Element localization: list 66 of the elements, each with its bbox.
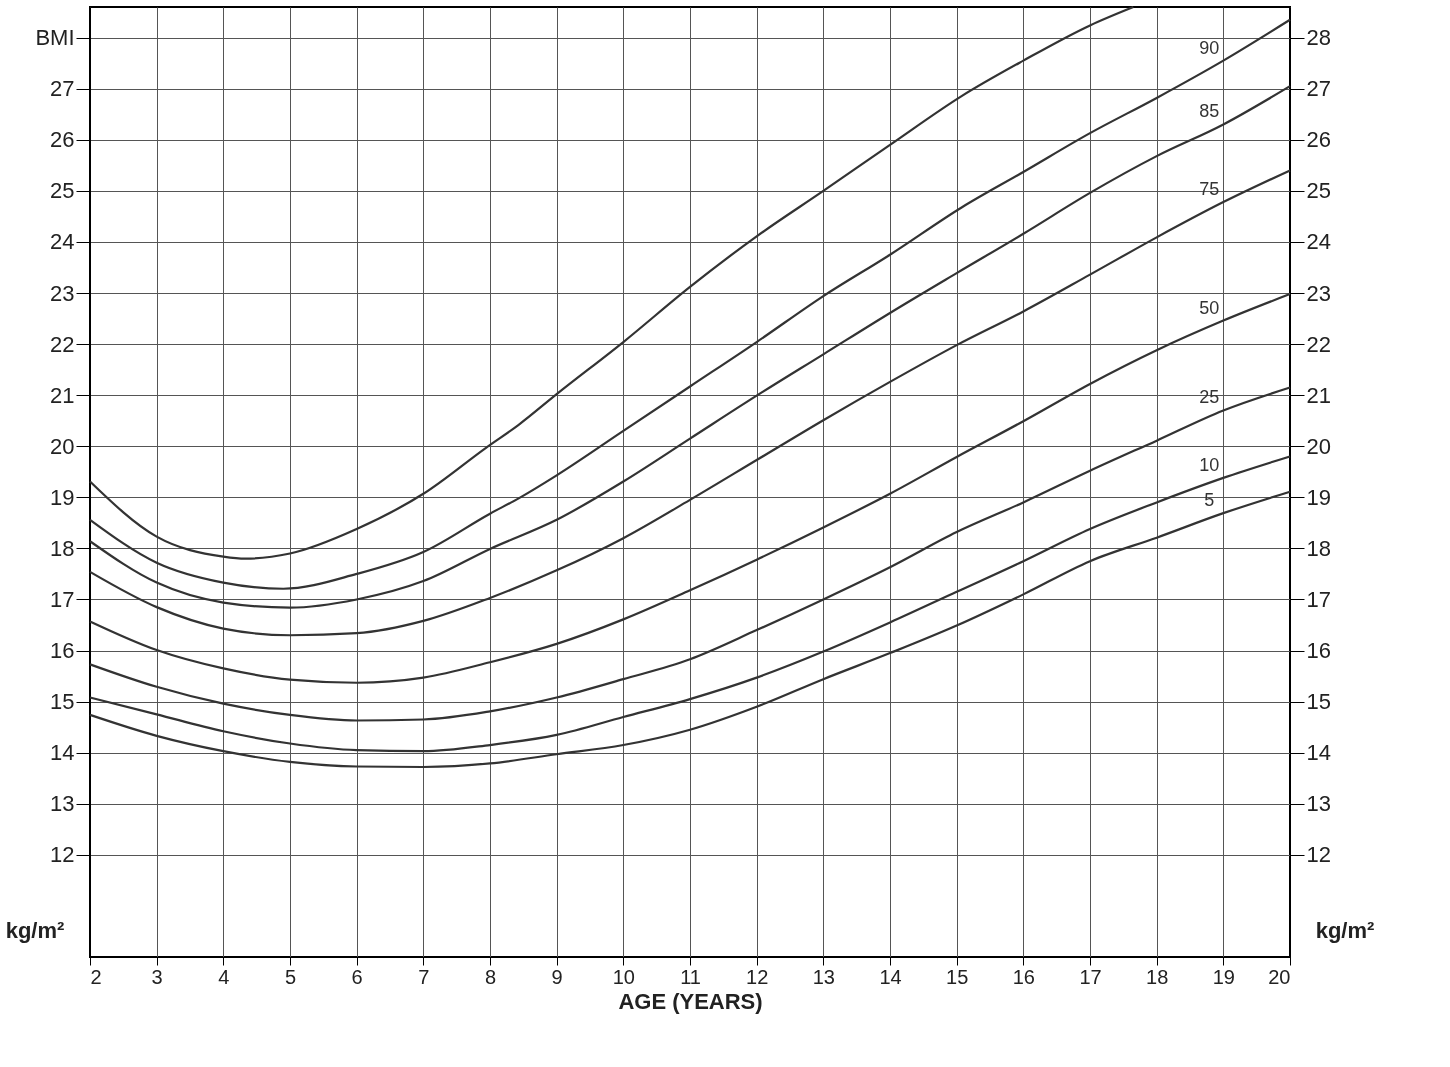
y-tick-label: 22: [50, 331, 75, 357]
y2-tick-label: 18: [1306, 535, 1331, 561]
y2-tick-label: 13: [1306, 791, 1331, 817]
x-axis-title: AGE (YEARS): [618, 988, 763, 1014]
x-tick-label: 10: [612, 965, 635, 988]
y2-tick-label: 27: [1306, 76, 1331, 102]
y-tick-label: 23: [50, 280, 75, 306]
x-tick-label: 2: [90, 965, 102, 988]
line-series: [88, 169, 1292, 637]
x-tick-label: 4: [218, 965, 230, 988]
y-tick-label: 21: [50, 382, 75, 408]
y2-tick-label: 12: [1306, 842, 1331, 868]
x-tick-label: 14: [879, 965, 902, 988]
series-label: 10: [1199, 454, 1220, 475]
x-tick-label: 17: [1079, 965, 1102, 988]
line-series: [88, 455, 1292, 753]
x-tick-label: 9: [551, 965, 563, 988]
y-tick-label: 16: [50, 638, 75, 664]
y-tick-label: 26: [50, 127, 75, 153]
series-label: 50: [1199, 297, 1220, 318]
y2-tick-label: 23: [1306, 280, 1331, 306]
x-tick-label: 15: [946, 965, 969, 988]
y-tick-label: 12: [50, 842, 75, 868]
y-tick-label: 18: [50, 535, 75, 561]
y2-tick-label: 25: [1306, 178, 1331, 204]
x-tick-label: 16: [1012, 965, 1035, 988]
line-series: [88, 490, 1292, 769]
y2-tick-label: 26: [1306, 127, 1331, 153]
y-tick-label: 24: [50, 229, 75, 255]
y2-tick-label: 17: [1306, 586, 1331, 612]
y2-tick-label: 22: [1306, 331, 1331, 357]
y2-tick-label: 14: [1306, 740, 1331, 766]
y-tick-label: 14: [50, 740, 75, 766]
y-tick-label: BMI: [35, 25, 75, 51]
series-label: 90: [1199, 37, 1220, 58]
y-tick-label: 15: [50, 689, 75, 715]
x-tick-label: 13: [812, 965, 835, 988]
y-tick-label: 27: [50, 76, 75, 102]
y2-tick-label: 28: [1306, 25, 1331, 51]
series-label: 85: [1199, 101, 1220, 122]
y-tick-label: 19: [50, 484, 75, 510]
y2-tick-label: 16: [1306, 638, 1331, 664]
x-tick-label: 18: [1146, 965, 1169, 988]
x-tick-label: 11: [680, 965, 701, 988]
x-tick-label: 19: [1212, 965, 1235, 988]
y2-tick-label: 20: [1306, 433, 1331, 459]
y2-tick-label: 21: [1306, 382, 1331, 408]
y2-tick-label: 19: [1306, 484, 1331, 510]
y-tick-label: 17: [50, 586, 75, 612]
x-tick-label: 20: [1268, 965, 1291, 988]
text: kg/m²: [1315, 918, 1375, 943]
y-tick-label: 13: [50, 791, 75, 817]
y-tick-label: 20: [50, 433, 75, 459]
x-tick-label: 6: [351, 965, 363, 988]
x-tick-label: 3: [151, 965, 163, 988]
y2-tick-label: 15: [1306, 689, 1331, 715]
line-series: [88, 386, 1292, 722]
text: kg/m²: [5, 918, 65, 943]
x-tick-label: 7: [418, 965, 430, 988]
line-series: [88, 292, 1292, 684]
line-series: [88, 5, 1135, 560]
y-tick-label: 25: [50, 178, 75, 204]
x-tick-label: 12: [746, 965, 769, 988]
x-tick-label: 5: [284, 965, 297, 988]
x-tick-label: 8: [484, 965, 497, 988]
y2-tick-label: 24: [1306, 229, 1331, 255]
